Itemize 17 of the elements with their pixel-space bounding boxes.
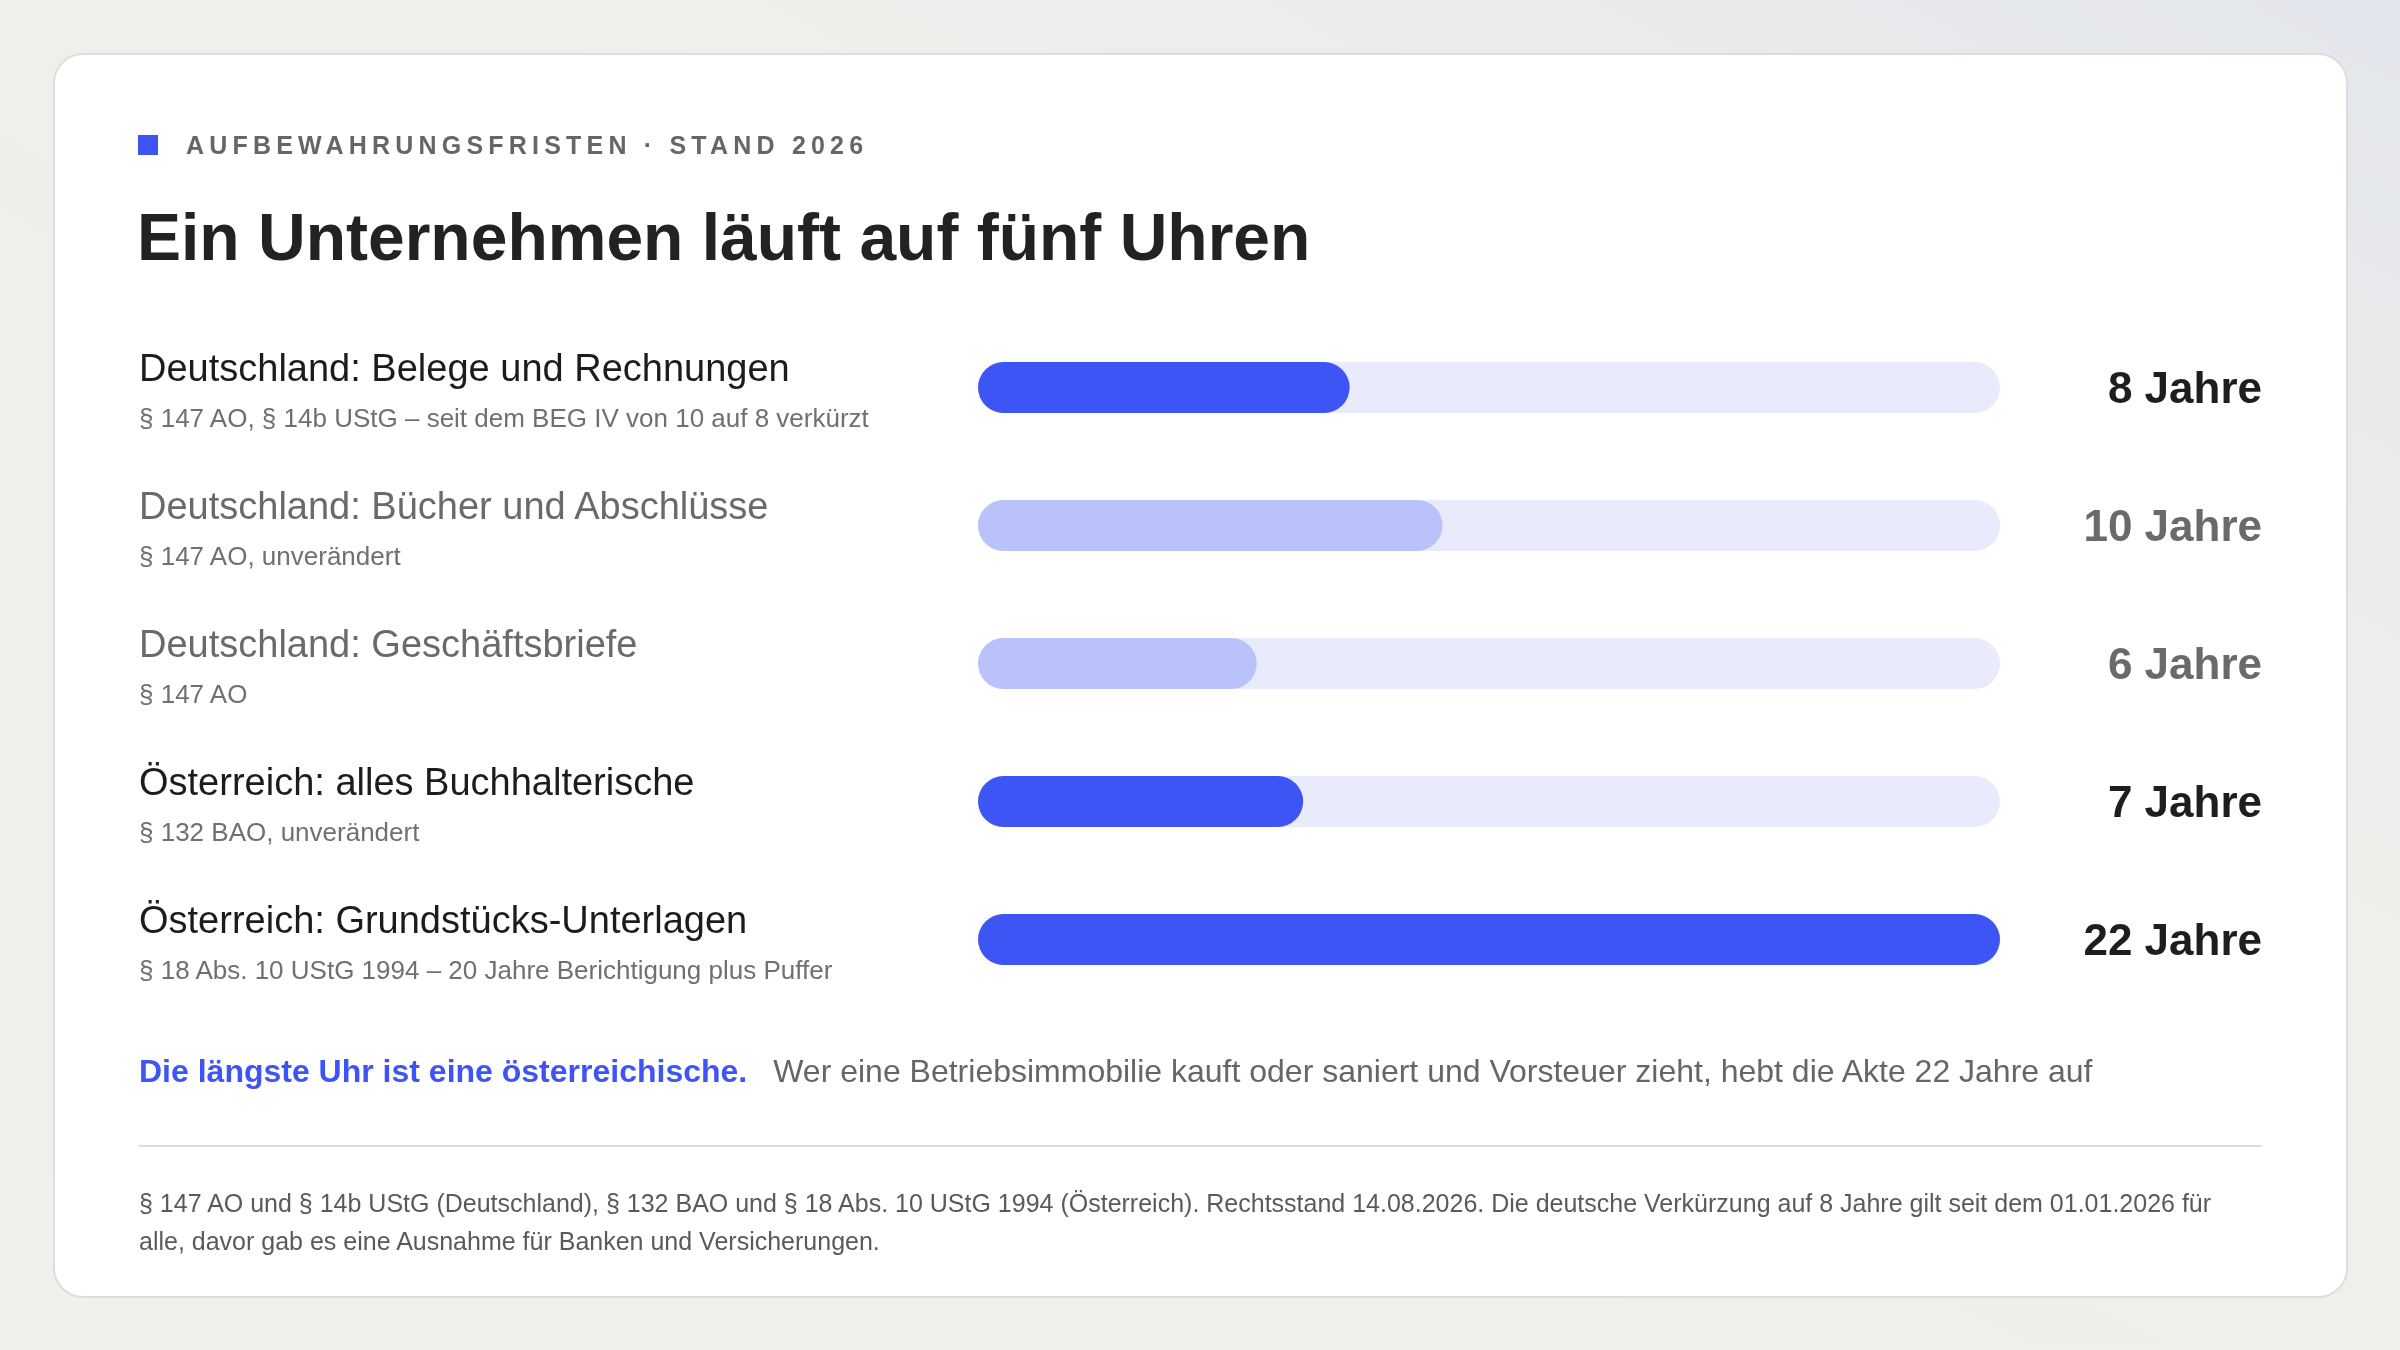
chart-title: Ein Unternehmen läuft auf fünf Uhren (137, 200, 1311, 274)
y-tick-label: Österreich: alles Buchhalterische § 132 BAO, unverändert (139, 761, 695, 847)
y-tick-label: Österreich: Grundstücks-Unterlagen § 18 Abs. 10 UStG 1994 – 20 Jahre Berichtigung plus Puffer (139, 899, 833, 985)
data-label: 6 Jahre (2107, 639, 2262, 688)
bar (978, 776, 1304, 827)
text: Wer eine Betriebsimmobilie kauft oder saniert und Vorsteuer zieht, hebt die Akte 22 Jahre auf (773, 1053, 2093, 1089)
y-tick-label: Deutschland: Belege und Rechnungen § 147 AO, § 14b UStG – seit dem BEG IV von 10 auf 8 verkürzt (139, 347, 870, 433)
bar (978, 638, 1257, 689)
data-label: 7 Jahre (2107, 777, 2262, 826)
data-label: 8 Jahre (2107, 363, 2262, 412)
data-label: 22 Jahre (2083, 915, 2262, 964)
y-tick-label: Deutschland: Geschäftsbriefe § 147 AO (139, 623, 638, 709)
text: Die längste Uhr ist eine österreichische. (139, 1053, 748, 1089)
y-tick-label: Deutschland: Bücher und Abschlüsse § 147 AO, unverändert (139, 485, 769, 571)
text: AUFBEWAHRUNGSFRISTEN · STAND 2026 (186, 131, 869, 159)
text: § 147 AO und § 14b UStG (Deutschland), § 132 BAO und § 18 Abs. 10 UStG 1994 (Österreich). Rechtsstand 14.08.2026. Die deutsche Verkürzung auf 8 Jahre gilt seit dem 01.01.2026 für alle, davor gab es eine Ausnahme für Banken und Versicherungen. (139, 1188, 2213, 1257)
data-label: 10 Jahre (2083, 501, 2262, 550)
